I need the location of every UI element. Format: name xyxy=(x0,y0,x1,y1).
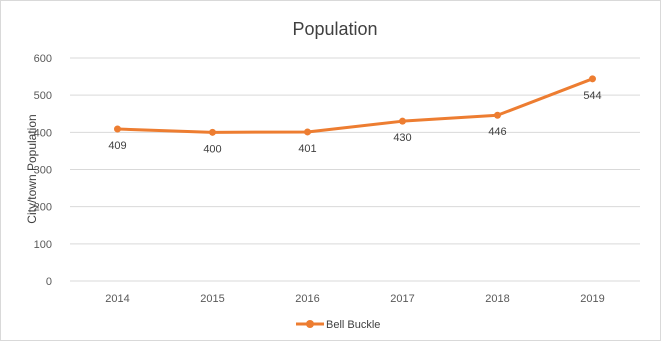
gridlines xyxy=(70,57,640,282)
data-label: 446 xyxy=(488,126,506,138)
x-tick-label: 2015 xyxy=(200,293,224,305)
series-bell-buckle xyxy=(114,75,596,136)
y-axis-ticks: 0 100 200 300 400 500 600 xyxy=(34,53,52,288)
legend-swatch-marker xyxy=(306,320,314,328)
legend-label-bell-buckle: Bell Buckle xyxy=(326,319,380,331)
x-tick-label: 2016 xyxy=(295,293,319,305)
data-point xyxy=(209,128,216,136)
data-label: 409 xyxy=(108,140,126,152)
y-tick-label: 0 xyxy=(46,276,52,288)
x-tick-label: 2019 xyxy=(580,293,604,305)
y-tick-label: 500 xyxy=(34,90,52,102)
x-tick-label: 2014 xyxy=(105,293,129,305)
x-tick-label: 2018 xyxy=(485,293,509,305)
y-tick-label: 100 xyxy=(34,239,52,251)
y-tick-label: 600 xyxy=(34,53,52,65)
y-tick-label: 200 xyxy=(34,202,52,214)
data-point xyxy=(304,128,311,136)
legend: Bell Buckle xyxy=(296,319,380,331)
data-label: 544 xyxy=(583,90,601,102)
data-label: 401 xyxy=(298,143,316,155)
y-axis-title: City/town Population xyxy=(25,114,39,223)
data-point xyxy=(399,117,406,125)
data-point xyxy=(494,111,501,119)
data-label: 430 xyxy=(393,132,411,144)
chart-title: Population xyxy=(292,19,377,39)
x-axis-ticks: 2014 2015 2016 2017 2018 2019 xyxy=(105,293,604,305)
data-point xyxy=(589,75,596,83)
x-tick-label: 2017 xyxy=(390,293,414,305)
series-line xyxy=(116,77,594,134)
data-labels: 409 400 401 430 446 544 xyxy=(108,90,601,156)
data-label: 400 xyxy=(203,143,221,155)
y-tick-label: 300 xyxy=(34,165,52,177)
y-tick-label: 400 xyxy=(34,127,52,139)
data-point xyxy=(114,125,121,133)
